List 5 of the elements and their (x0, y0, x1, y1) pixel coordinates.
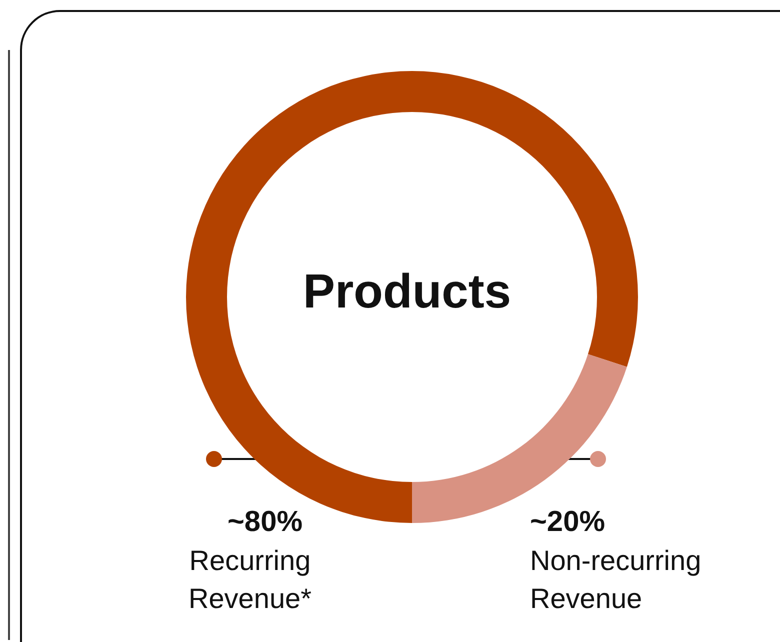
data-label: ~80% (226, 505, 304, 540)
slice-label: Recurring Revenue* (188, 544, 312, 616)
text: Products (302, 266, 512, 318)
slice-label: Non-recurring Revenue (530, 544, 702, 616)
data-label: ~20% (530, 505, 606, 540)
